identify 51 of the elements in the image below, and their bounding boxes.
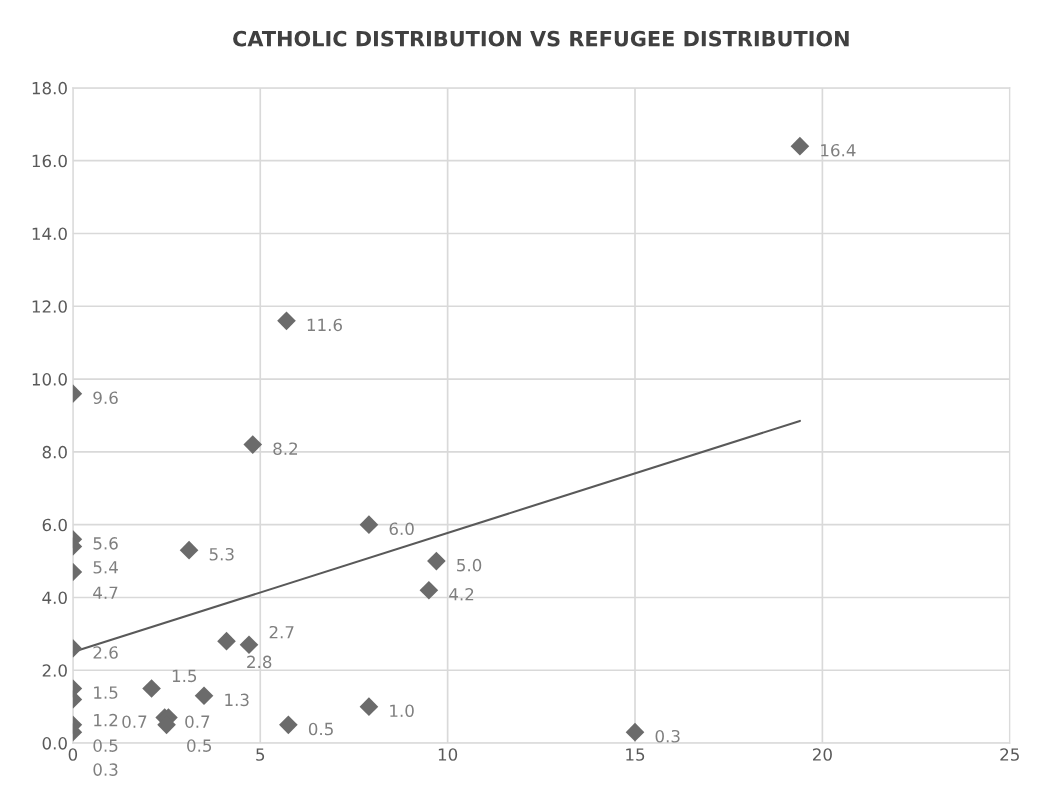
y-tick-label: 18.0 xyxy=(32,81,67,95)
x-tick-label: 25 xyxy=(1000,748,1019,761)
y-tick-label: 6.0 xyxy=(42,518,67,532)
x-tick-label: 20 xyxy=(813,748,832,761)
data-label: 0.3 xyxy=(655,729,680,743)
x-tick-label: 10 xyxy=(438,748,458,761)
data-label: 0.5 xyxy=(187,739,212,752)
data-label: 0.3 xyxy=(93,763,118,776)
point xyxy=(359,515,379,534)
point xyxy=(243,435,263,454)
y-tick-label: 2.0 xyxy=(42,664,67,677)
x-tick-label: 15 xyxy=(626,748,645,761)
data-label: 16.4 xyxy=(821,143,856,157)
data-label: 5.4 xyxy=(93,561,118,574)
x-tick-label: 5 xyxy=(256,748,265,761)
data-label: 11.6 xyxy=(307,318,342,332)
point xyxy=(419,580,439,600)
data-label: 1.3 xyxy=(225,693,249,707)
data-label: 4.2 xyxy=(449,587,474,601)
data-label: 1.5 xyxy=(172,669,197,683)
y-tick-label: 14.0 xyxy=(32,227,67,241)
data-label: 2.7 xyxy=(269,625,294,639)
data-label: 5.6 xyxy=(93,537,118,550)
y-tick-label: 12.0 xyxy=(32,300,67,313)
y-tick-label: 16.0 xyxy=(32,154,67,168)
data-label: 5.3 xyxy=(209,547,234,561)
chart-title: CATHOLIC DISTRIBUTION VS REFUGEE DISTRIBUTION xyxy=(233,30,849,47)
y-tick-label: 10.0 xyxy=(32,373,67,386)
data-label: 1.0 xyxy=(390,704,414,718)
data-label: 1.5 xyxy=(94,686,118,699)
data-label: 5.0 xyxy=(457,558,482,572)
data-label: 2.6 xyxy=(93,646,118,659)
point xyxy=(359,697,379,716)
data-label: 1.2 xyxy=(94,713,118,727)
point xyxy=(279,715,298,735)
point xyxy=(427,551,446,571)
data-label: 0.7 xyxy=(185,715,210,728)
data-label: 9.6 xyxy=(93,391,118,405)
point xyxy=(239,635,259,655)
data-label: 6.0 xyxy=(389,522,414,536)
data-label: 8.2 xyxy=(273,442,298,455)
data-label: 0.5 xyxy=(93,739,118,752)
y-tick-label: 0.0 xyxy=(42,737,67,750)
point xyxy=(277,311,296,331)
data-label: 4.7 xyxy=(93,586,118,599)
data-label: 0.7 xyxy=(122,715,147,728)
x-tick-label: 0 xyxy=(68,748,78,761)
data-label: 0.5 xyxy=(308,722,333,736)
y-tick-label: 8.0 xyxy=(42,445,67,459)
y-tick-label: 4.0 xyxy=(42,591,67,605)
data-label: 2.8 xyxy=(247,655,272,669)
